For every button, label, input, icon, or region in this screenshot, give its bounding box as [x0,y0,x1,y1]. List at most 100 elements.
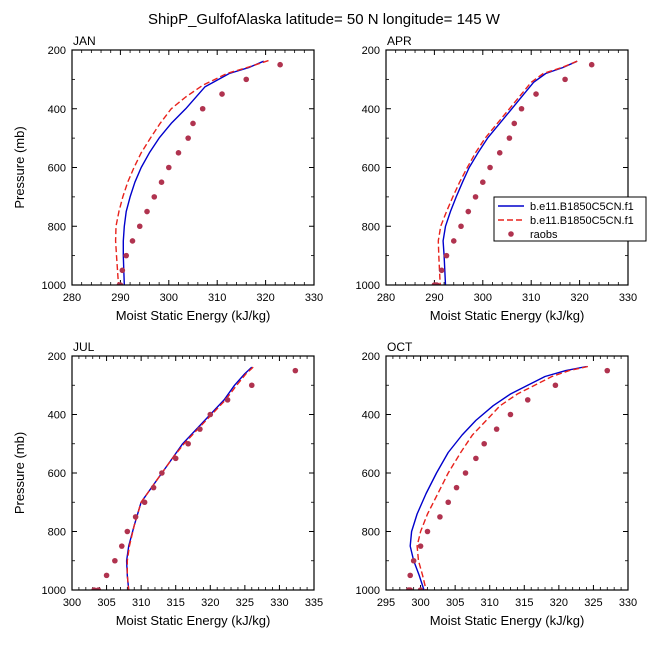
raob-point [473,455,479,462]
raob-point [481,440,487,447]
x-tick-label: 315 [515,597,533,609]
raob-point [432,282,439,285]
x-tick-label: 305 [446,597,464,609]
raob-point [136,223,143,230]
y-tick-label: 200 [362,45,380,57]
series-line-1 [126,366,254,590]
x-axis-label: Moist Static Energy (kJ/kg) [430,613,585,628]
x-tick-label: 320 [550,597,568,609]
y-tick-label: 400 [48,410,66,422]
raob-point [437,514,443,520]
raob-point [506,135,513,141]
x-tick-label: 300 [474,292,492,304]
plot-area [406,365,611,590]
raob-point [132,514,139,520]
raob-point [438,267,445,274]
raob-point [453,484,460,491]
plot-frame [385,355,629,591]
raob-point [518,105,525,112]
raob-point [144,208,150,215]
legend-label: raobs [530,229,558,241]
raob-point [496,150,503,156]
x-tick-label: 280 [377,292,395,304]
raob-point [552,382,559,389]
raob-point [407,572,414,579]
raob-point [103,572,110,579]
y-tick-label: 1000 [356,280,380,292]
x-tick-label: 330 [619,597,637,609]
raob-point [511,120,518,127]
plot-frame [385,49,629,286]
y-tick-label: 1000 [42,585,66,597]
raob-point [507,411,514,418]
y-tick-label: 600 [362,163,380,175]
panel-oct: OCT 295 300 305 310 315 320 325 330 200 400 600 800 1… [356,340,638,628]
x-tick-label: 305 [97,597,115,609]
x-tick-label: 330 [305,292,323,304]
raob-point [292,367,299,374]
y-axis-label: Pressure (mb) [12,432,27,514]
raob-point [472,194,479,200]
raob-point [458,223,464,230]
y-tick-label: 400 [362,410,380,422]
x-tick-label: 290 [111,292,129,304]
panel-label: APR [387,34,412,48]
raob-point [524,397,531,403]
x-tick-label: 330 [270,597,288,609]
raob-point [224,397,231,403]
legend-label: b.e11.B1850C5CN.f1 [530,201,634,213]
panel-label: OCT [387,340,413,354]
raob-point [175,150,182,156]
panel-label: JAN [73,34,96,48]
raob-point [123,252,130,259]
x-tick-label: 315 [167,597,185,609]
plot-area [431,60,595,285]
series-line-1 [114,59,269,285]
raob-point [410,557,417,564]
plot-area [91,366,299,590]
raob-point [151,194,158,200]
raob-point [417,543,424,549]
x-tick-label: 310 [208,292,226,304]
x-tick-label: 280 [63,292,81,304]
panel-jul: JUL 300 305 310 315 320 325 330 335 200 400 600 800 1… [12,340,323,628]
raob-point [95,587,102,590]
series-line-0 [125,366,253,590]
y-tick-label: 800 [362,527,380,539]
x-tick-label: 300 [63,597,81,609]
y-tick-label: 600 [48,468,66,480]
x-tick-label: 335 [305,597,323,609]
raob-point [407,587,413,590]
legend-label: b.e11.B1850C5CN.f1 [530,215,634,227]
raob-point [417,587,424,590]
raob-point [277,61,283,68]
series-line-1 [416,365,589,590]
x-tick-label: 295 [377,597,395,609]
raob-point [158,179,165,185]
raob-point [119,267,126,274]
raob-point [91,587,97,590]
x-tick-label: 320 [570,292,588,304]
raob-point [129,238,136,244]
x-axis-label: Moist Static Energy (kJ/kg) [116,308,271,323]
raob-point [465,208,472,215]
y-tick-label: 600 [362,468,380,480]
raob-point [166,164,172,171]
y-axis-label: Pressure (mb) [12,126,27,208]
raob-point [588,61,595,68]
x-tick-label: 300 [160,292,178,304]
raob-point [150,484,157,491]
raob-point [480,179,486,185]
raob-point [190,120,196,127]
raob-point [443,252,450,259]
raob-point [493,426,500,432]
x-tick-label: 320 [201,597,219,609]
legend-box [493,196,647,242]
x-tick-label: 290 [425,292,443,304]
raob-point [243,76,250,83]
panel-apr: APR 280 290 300 310 320 330 200 400 600 800 1000 Moi… [356,34,638,323]
legend: b.e11.B1850C5CN.f1 b.e11.B1850C5CN.f1 raob… [493,196,647,242]
plot-frame [71,355,315,591]
raob-point [207,411,214,418]
